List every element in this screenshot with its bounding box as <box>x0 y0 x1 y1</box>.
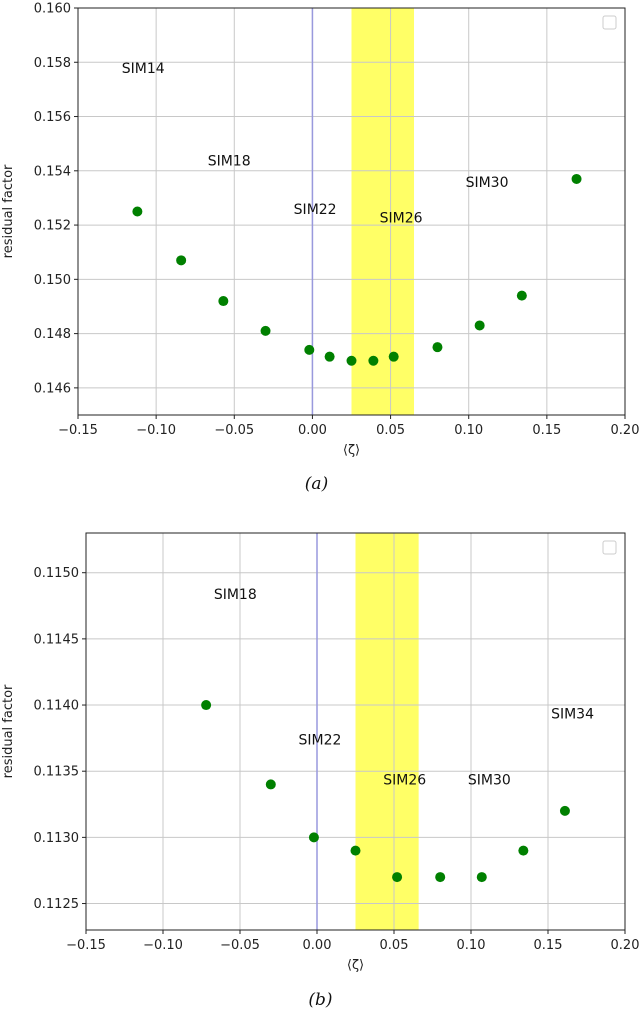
x-tick-label: 0.10 <box>457 938 486 953</box>
annotation-label: SIM26 <box>383 772 426 788</box>
annotation-label: SIM14 <box>122 61 165 77</box>
chart-b: −0.15 −0.10 −0.05 0.00 0.05 0.10 0.15 0.20 0.112… <box>1 532 640 1010</box>
x-tick-label: −0.10 <box>136 423 176 438</box>
x-axis-label: ⟨ζ⟩ <box>347 958 364 973</box>
data-point <box>432 342 443 353</box>
annotation-label: SIM22 <box>299 733 342 749</box>
highlight-band <box>351 8 415 415</box>
y-tick-label: 0.146 <box>34 381 71 396</box>
x-tick-label: −0.15 <box>58 423 98 438</box>
data-point <box>388 351 399 362</box>
x-tick-label: 0.15 <box>534 938 563 953</box>
y-axis-label: residual factor <box>1 684 16 778</box>
figure-caption: (b) <box>308 990 332 1010</box>
data-point <box>392 872 403 883</box>
axes-frame <box>85 532 626 931</box>
y-tick-label: 0.1140 <box>34 699 80 714</box>
data-point <box>350 845 361 856</box>
data-point <box>201 700 212 711</box>
x-tick-label: 0.20 <box>611 938 640 953</box>
annotation-label: SIM34 <box>551 706 594 722</box>
data-point <box>265 779 276 790</box>
data-point <box>218 296 229 307</box>
y-tick-label: 0.152 <box>34 219 71 234</box>
x-tick-label: −0.15 <box>66 938 106 953</box>
chart-a: −0.15 −0.10 −0.05 0.00 0.05 0.10 0.15 0.20 0.146… <box>1 2 639 495</box>
x-tick-label: 0.20 <box>611 423 640 438</box>
data-point <box>324 351 335 362</box>
highlight-band <box>355 533 419 930</box>
y-tick-label: 0.150 <box>34 273 71 288</box>
data-point <box>308 832 319 843</box>
axes-frame <box>77 7 626 416</box>
y-tick-label: 0.158 <box>34 56 71 71</box>
x-tick-label: −0.05 <box>220 938 260 953</box>
data-point <box>518 845 529 856</box>
y-tick-label: 0.154 <box>34 164 71 179</box>
annotation-label: SIM18 <box>208 153 251 169</box>
data-point <box>304 344 315 355</box>
data-point <box>368 355 379 366</box>
y-tick-label: 0.156 <box>34 110 71 125</box>
data-point <box>176 255 187 266</box>
x-tick-label: 0.05 <box>380 938 409 953</box>
y-tick-label: 0.1135 <box>34 765 80 780</box>
y-tick-label: 0.1150 <box>34 566 80 581</box>
y-tick-label: 0.148 <box>34 327 71 342</box>
x-tick-label: 0.00 <box>298 423 327 438</box>
x-tick-label: 0.05 <box>376 423 405 438</box>
y-tick-label: 0.1125 <box>34 897 80 912</box>
y-tick-label: 0.1130 <box>34 831 80 846</box>
data-point <box>132 206 143 217</box>
data-point <box>260 325 271 336</box>
y-axis-label: residual factor <box>1 164 16 258</box>
x-axis-label: ⟨ζ⟩ <box>343 443 360 458</box>
legend-box <box>602 540 617 555</box>
annotation-label: SIM26 <box>380 210 423 226</box>
data-point <box>516 290 527 301</box>
y-tick-label: 0.160 <box>34 2 71 17</box>
x-tick-label: 0.10 <box>454 423 483 438</box>
data-point <box>559 805 570 816</box>
annotation-label: SIM30 <box>468 772 511 788</box>
data-point <box>474 320 485 331</box>
x-tick-label: 0.00 <box>303 938 332 953</box>
annotation-label: SIM18 <box>214 587 257 603</box>
data-point <box>435 872 446 883</box>
data-point <box>571 173 582 184</box>
annotation-label: SIM22 <box>294 202 337 218</box>
y-tick-label: 0.1145 <box>34 632 80 647</box>
figure-caption: (a) <box>305 474 328 494</box>
legend-box <box>602 15 617 30</box>
x-tick-label: −0.10 <box>143 938 183 953</box>
annotation-label: SIM30 <box>466 175 509 191</box>
data-point <box>346 355 357 366</box>
x-tick-label: −0.05 <box>214 423 254 438</box>
data-point <box>476 872 487 883</box>
x-tick-label: 0.15 <box>532 423 561 438</box>
